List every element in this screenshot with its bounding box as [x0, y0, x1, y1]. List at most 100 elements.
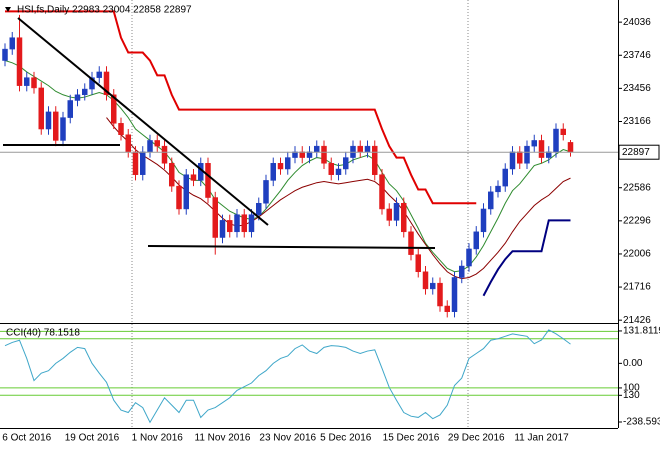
candle-body — [147, 140, 153, 153]
candle-body — [111, 94, 117, 124]
candle-body — [248, 214, 255, 233]
marks — [0, 10, 618, 424]
candle-body — [517, 151, 523, 164]
candle-body — [285, 157, 291, 170]
candle-body — [451, 277, 458, 312]
x-tick-label: 11 Nov 2016 — [195, 433, 251, 444]
y-tick-label: 22586 — [623, 182, 651, 193]
current-price-label: 22897 — [622, 147, 650, 158]
candle-body — [53, 111, 59, 141]
y-tick-label: 130 — [623, 390, 640, 401]
x-tick-label: 5 Dec 2016 — [320, 433, 372, 444]
x-tick-label: 29 Dec 2016 — [448, 433, 505, 444]
y-tick-label: 22006 — [623, 249, 651, 260]
candle-body — [343, 157, 349, 170]
indicator-line — [4, 329, 571, 424]
candle-body — [335, 168, 342, 175]
candle-body — [256, 202, 262, 215]
y-tick-label: 23456 — [623, 83, 651, 94]
menu-arrow[interactable] — [5, 7, 11, 12]
candle-body — [31, 77, 37, 89]
candle-body — [524, 145, 530, 164]
candle-body — [408, 231, 414, 255]
candle-body — [473, 231, 479, 250]
candle-body — [103, 71, 110, 96]
candle-body — [567, 142, 574, 153]
candle-body — [437, 282, 443, 307]
candle-body — [314, 145, 320, 153]
candle-body — [9, 37, 15, 50]
y-tick-label: 22296 — [623, 215, 651, 226]
candle-body — [234, 214, 240, 233]
candle-body — [60, 117, 66, 141]
candle-body — [219, 220, 226, 238]
candle-body — [292, 151, 298, 158]
candle-body — [495, 185, 501, 193]
candle-body — [306, 151, 313, 158]
candle-body — [16, 37, 23, 86]
y-tick-label: 23166 — [623, 116, 651, 127]
candle-body — [89, 77, 95, 90]
candle-body — [386, 208, 392, 221]
candle-body — [67, 100, 73, 118]
indicator-line — [482, 219, 571, 297]
candle-body — [161, 145, 168, 164]
candle-body — [422, 271, 429, 290]
indicator-line — [5, 10, 477, 205]
candle-body — [183, 174, 189, 210]
candle-body — [45, 111, 52, 130]
candle-body — [531, 140, 537, 147]
candle-body — [140, 151, 146, 175]
candle-body — [328, 163, 334, 175]
y-tick-label: 23746 — [623, 50, 651, 61]
candle-body — [118, 123, 124, 135]
candle-body — [212, 197, 218, 238]
candle-body — [96, 71, 102, 78]
candle-body — [74, 94, 81, 101]
trend-line — [147, 245, 436, 249]
candle-body — [263, 180, 269, 204]
chart-title: HSI,fs,Daily 22983 23004 22858 22897 — [17, 5, 192, 16]
indicator-title: CCI(40) 78.1518 — [6, 328, 80, 339]
candle-body — [553, 128, 559, 153]
candle-body — [321, 145, 327, 164]
candle-body — [125, 134, 131, 153]
y-tick-label: 21426 — [623, 315, 651, 326]
candle-body — [372, 145, 378, 175]
candle-body — [538, 140, 545, 158]
candle-body — [430, 282, 436, 290]
candle-body — [357, 145, 363, 153]
y-tick-label: 100 — [623, 383, 640, 394]
candle-body — [415, 254, 421, 273]
candle-body — [24, 77, 30, 86]
candle-body — [270, 163, 276, 181]
x-tick-label: 23 Nov 2016 — [259, 433, 316, 444]
candle-body — [488, 191, 494, 210]
candle-body — [2, 48, 8, 61]
candle-body — [227, 220, 233, 233]
candle-body — [401, 202, 407, 233]
y-tick-label: 131.8119 — [623, 326, 660, 337]
x-tick-label: 19 Oct 2016 — [65, 433, 120, 444]
candle-body — [393, 202, 400, 221]
candle-body — [176, 185, 182, 210]
candle-body — [154, 140, 160, 147]
candle-body — [299, 151, 305, 158]
y-tick-label: 21716 — [623, 282, 651, 293]
y-tick-label: -238.593 — [623, 417, 660, 428]
candle-body — [509, 151, 516, 170]
candle-body — [480, 208, 487, 233]
trend-line — [17, 17, 269, 226]
indicator-line — [4, 60, 571, 273]
candle-body — [205, 163, 211, 198]
candle-body — [459, 265, 465, 278]
candle-body — [190, 174, 197, 181]
x-tick-label: 1 Nov 2016 — [132, 433, 184, 444]
candle-body — [466, 248, 472, 267]
x-tick-label: 15 Dec 2016 — [383, 433, 440, 444]
candle-body — [502, 168, 508, 187]
candle-body — [277, 163, 284, 170]
candle-body — [444, 305, 450, 312]
